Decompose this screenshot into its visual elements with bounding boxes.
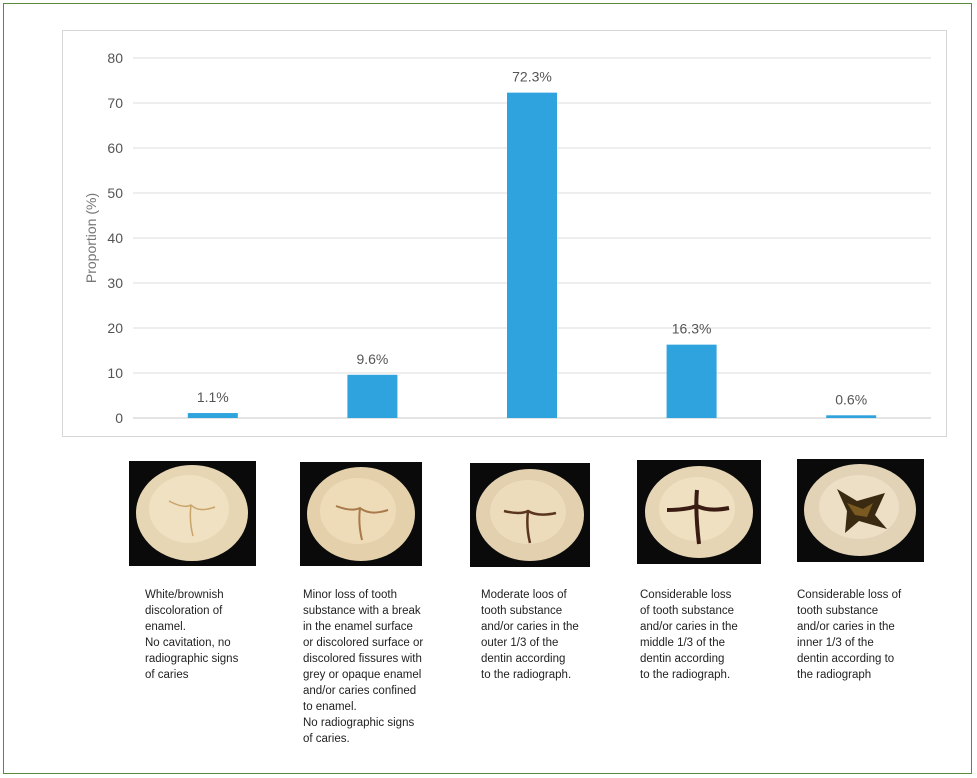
y-tick-label: 40 bbox=[107, 230, 123, 246]
tooth-photo-stage-3 bbox=[470, 463, 590, 567]
bar bbox=[666, 344, 717, 418]
description-stage-1: White/brownish discoloration of enamel. … bbox=[145, 589, 239, 681]
y-tick-label: 0 bbox=[115, 410, 123, 426]
description-stage-4: Considerable loss of tooth substance and… bbox=[640, 589, 738, 681]
data-label: 9.6% bbox=[356, 351, 388, 367]
y-tick-label: 70 bbox=[107, 95, 123, 111]
tooth-image bbox=[804, 464, 916, 556]
data-label: 0.6% bbox=[835, 391, 867, 407]
description-stage-5: Considerable loss of tooth substance and… bbox=[797, 589, 902, 681]
y-tick-label: 30 bbox=[107, 275, 123, 291]
description-stage-2: Minor loss of tooth substance with a bre… bbox=[303, 589, 424, 745]
y-tick-label: 10 bbox=[107, 365, 123, 381]
y-tick-label: 80 bbox=[107, 50, 123, 66]
tooth-image bbox=[645, 466, 753, 558]
data-label: 1.1% bbox=[197, 389, 229, 405]
tooth-photo-stage-5 bbox=[797, 459, 924, 562]
chart-area: 0 10 20 30 40 50 60 70 80 Proportion (%) 1.1% 9.6% 7… bbox=[62, 30, 947, 437]
y-axis-label: Proportion (%) bbox=[83, 193, 99, 283]
tooth-image bbox=[136, 465, 248, 561]
tooth-photo-stage-4 bbox=[637, 460, 761, 564]
bar bbox=[826, 415, 877, 418]
tooth-photo-stage-1 bbox=[129, 461, 256, 566]
bar bbox=[347, 374, 398, 418]
tooth-image bbox=[307, 467, 415, 561]
bar bbox=[507, 92, 557, 419]
y-tick-label: 20 bbox=[107, 320, 123, 336]
description-stage-3: Moderate loos of tooth substance and/or … bbox=[481, 589, 579, 681]
bar bbox=[187, 413, 238, 418]
data-label: 72.3% bbox=[512, 69, 552, 85]
tooth-image bbox=[476, 469, 584, 561]
y-tick-label: 50 bbox=[107, 185, 123, 201]
bar-chart: 0 10 20 30 40 50 60 70 80 Proportion (%) 1.1% 9.6% 7… bbox=[83, 50, 931, 426]
tooth-photo-stage-2 bbox=[300, 462, 422, 566]
figure-frame bbox=[3, 3, 972, 774]
y-tick-label: 60 bbox=[107, 140, 123, 156]
data-label: 16.3% bbox=[672, 321, 712, 337]
